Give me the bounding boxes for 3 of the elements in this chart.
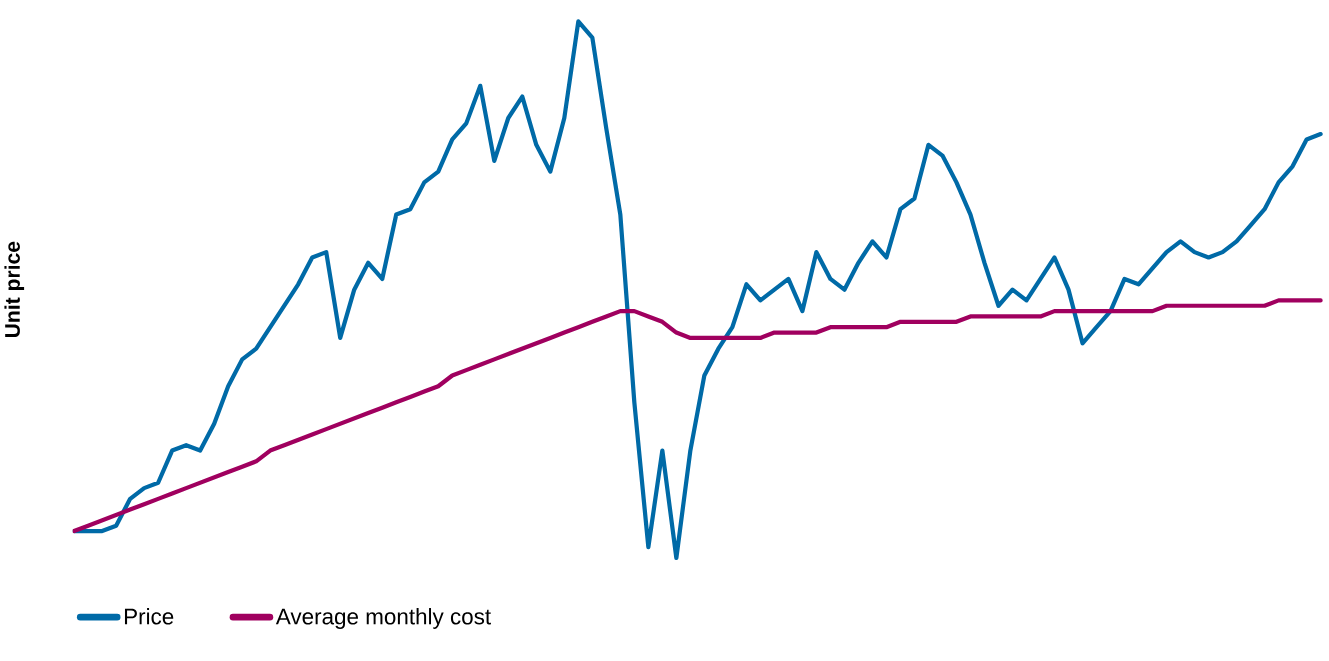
legend-label: Average monthly cost — [275, 607, 491, 629]
legend-label: Price — [124, 607, 174, 625]
y-axis-title: Unit price — [4, 241, 25, 338]
